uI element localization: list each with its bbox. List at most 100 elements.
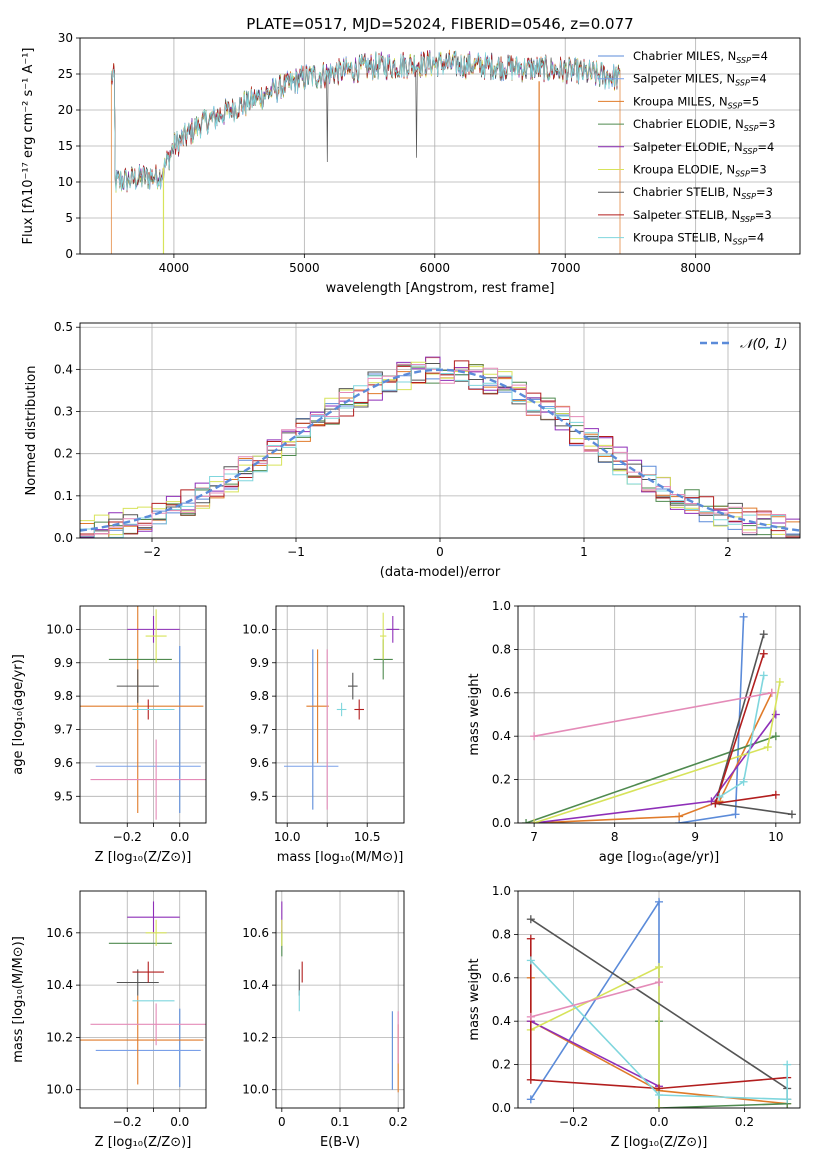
x-tick-label: 0.2 xyxy=(389,1115,408,1129)
y-tick-label: 0.6 xyxy=(492,971,511,985)
x-tick-label: 4000 xyxy=(159,261,190,275)
y-tick-label: 30 xyxy=(58,31,73,45)
y-tick-label: 10.4 xyxy=(46,978,73,992)
legend-label: Chabrier STELIB, NSSP=3 xyxy=(633,185,773,201)
weight-line-2 xyxy=(525,735,777,823)
panel-z-age: −0.2 0.0 9.5 9.6 9.7 9.8 9.9 10.0 Z [log₁₀(Z/Z⊙)… xyxy=(11,605,207,865)
x-axis-label: E(B-V) xyxy=(320,1135,360,1150)
legend-label: Chabrier ELODIE, NSSP=3 xyxy=(633,117,775,133)
x-tick-label: 0.0 xyxy=(170,1115,189,1129)
errorbar-point xyxy=(116,969,159,996)
axes-frame xyxy=(79,322,801,539)
plus-marker xyxy=(787,810,796,819)
panel-residuals: −2 −1 0 1 2 0.0 0.1 0.2 0.3 0.4 0.5 (data-model)/er… xyxy=(24,320,801,580)
panel-z-mass: −0.2 0.0 10.0 10.2 10.4 10.6 Z [log₁₀(Z/Z⊙)] ma… xyxy=(11,890,207,1150)
x-tick-label: 8000 xyxy=(680,261,711,275)
y-tick-label: 5 xyxy=(65,211,73,225)
y-tick-label: 10.0 xyxy=(242,1083,269,1097)
x-tick-label: 0.2 xyxy=(735,1115,754,1129)
plus-marker xyxy=(526,956,535,965)
plus-marker xyxy=(655,1090,663,1099)
x-tick-label: 7 xyxy=(530,830,538,844)
y-axis-label: age [log₁₀(age/yr)] xyxy=(11,654,26,775)
y-tick-label: 0.4 xyxy=(492,1014,511,1028)
axes-frame xyxy=(275,605,405,824)
figure-title: PLATE=0517, MJD=52024, FIBERID=0546, z=0… xyxy=(246,15,633,33)
errorbar-point xyxy=(90,1003,206,1046)
plus-marker xyxy=(526,1095,535,1104)
plus-marker xyxy=(759,630,768,639)
plus-marker xyxy=(526,1012,535,1021)
plot-area-z-weight xyxy=(526,897,792,1108)
errorbar-point xyxy=(348,672,358,700)
plus-marker xyxy=(711,799,720,808)
plus-marker xyxy=(655,897,663,906)
y-tick-label: 10.6 xyxy=(46,926,73,940)
plus-marker xyxy=(767,688,776,697)
y-tick-label: 9.8 xyxy=(250,689,269,703)
y-tick-label: 10.2 xyxy=(242,1030,269,1044)
plot-area-z-age xyxy=(80,606,206,820)
plus-marker xyxy=(739,777,748,786)
y-tick-label: 9.9 xyxy=(250,656,269,670)
y-tick-label: 25 xyxy=(58,67,73,81)
y-tick-label: 0.4 xyxy=(54,362,73,376)
plus-marker xyxy=(522,819,531,823)
x-axis-label: Z [log₁₀(Z/Z⊙)] xyxy=(95,850,192,865)
errorbar-point xyxy=(354,699,364,720)
spectrum-line-8 xyxy=(110,50,621,191)
panel-ebv-mass: 0 0.1 0.2 10.0 10.2 10.4 10.6 E(B-V) xyxy=(242,890,408,1150)
x-tick-label: −0.2 xyxy=(113,830,142,844)
x-tick-label: −2 xyxy=(143,545,161,559)
x-tick-label: 1 xyxy=(580,545,588,559)
weight-line-6 xyxy=(714,653,776,805)
plot-area-spectrum xyxy=(110,49,621,254)
plus-marker xyxy=(775,677,784,686)
plus-marker xyxy=(739,612,748,621)
y-tick-label: 10.2 xyxy=(46,1030,73,1044)
plus-marker xyxy=(655,1104,663,1108)
plus-marker xyxy=(530,819,539,823)
weight-line-7 xyxy=(530,959,788,1101)
errorbar-point xyxy=(80,606,204,813)
weight-line-8 xyxy=(530,981,660,1018)
x-tick-label: −1 xyxy=(287,545,305,559)
plot-area-z-mass xyxy=(80,901,206,1088)
y-tick-label: 15 xyxy=(58,139,73,153)
legend-label: Salpeter STELIB, NSSP=3 xyxy=(633,208,772,224)
errorbar-point xyxy=(90,739,206,820)
plot-area-ebv-mass xyxy=(281,901,399,1093)
plus-marker xyxy=(715,792,724,801)
grid-z-age xyxy=(80,606,206,823)
plus-marker xyxy=(530,732,539,741)
errorbar-point xyxy=(116,669,159,703)
y-tick-label: 9.7 xyxy=(250,723,269,737)
plus-marker xyxy=(731,810,740,819)
plot-area-age-weight xyxy=(522,612,796,823)
plus-marker xyxy=(655,962,663,971)
panel-z-weight: −0.2 0.0 0.2 0.0 0.2 0.4 0.6 0.8 1.0 Z [log₁₀(Z/Z… xyxy=(467,884,801,1150)
y-tick-label: 10.6 xyxy=(242,926,269,940)
legend: 𝒩(0, 1) xyxy=(700,337,787,352)
y-tick-label: 10.0 xyxy=(242,622,269,636)
y-tick-label: 10 xyxy=(58,175,73,189)
y-tick-label: 0.2 xyxy=(54,447,73,461)
axes-frame xyxy=(275,890,405,1109)
grid-mass-age xyxy=(276,606,404,823)
plus-marker xyxy=(759,649,768,658)
grid-residuals xyxy=(80,323,800,539)
x-axis-label: age [log₁₀(age/yr)] xyxy=(599,850,720,865)
y-tick-label: 0.5 xyxy=(54,320,73,334)
y-tick-label: 0.0 xyxy=(492,816,511,830)
plus-marker xyxy=(763,743,772,752)
x-axis-label: (data-model)/error xyxy=(380,565,501,580)
x-tick-label: −0.2 xyxy=(559,1115,588,1129)
panel-mass-age: 10.0 10.5 9.5 9.6 9.7 9.8 9.9 10.0 mass [log₁₀(M… xyxy=(242,605,405,865)
x-tick-label: 8 xyxy=(611,830,619,844)
axes-frame xyxy=(79,890,207,1109)
plus-marker xyxy=(771,790,780,799)
axes-frame xyxy=(517,605,801,824)
plus-marker xyxy=(675,812,684,821)
x-tick-label: 10.5 xyxy=(354,830,381,844)
